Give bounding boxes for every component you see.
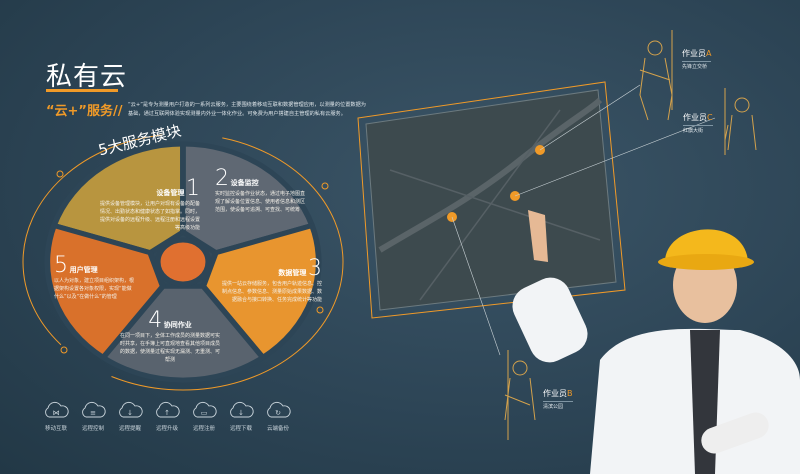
module-segment-3 [200,223,322,360]
page-title: 私有云 [46,62,128,92]
module-1: 设备管理 1 提供设备管理模块，让用户对现有设备的配备情况、出勤状态和健康状态了… [100,176,201,232]
feature-item: ↓ 远程提醒 [116,400,144,432]
module-5: 5 用户管理 以人为对象，建立项目组织架构，根据架构设置各对象权限，实现“能做什… [54,253,135,301]
wheel-center [154,237,212,287]
feature-item: ▭ 远程注册 [190,400,218,432]
module-segment-1 [51,141,186,256]
module-segment-2 [180,141,315,256]
orbit-dot [60,346,68,354]
feature-label: 远程下载 [229,426,252,432]
cloud-monitor-icon: ▭ [193,402,217,418]
module-segment-4 [100,283,266,383]
feature-label: 移动互联 [44,426,67,432]
svg-text:↓: ↓ [127,409,133,417]
feature-item: ↓ 远程下载 [227,400,255,432]
feature-label: 远程提醒 [118,426,141,432]
surveyor-illustrations [504,30,757,440]
orbit-dot [56,170,64,178]
feature-item: ↻ 云端备份 [264,400,292,432]
cloud-network-icon: ⋈ [45,402,69,418]
svg-text:≡: ≡ [90,409,96,417]
feature-label: 云端备份 [266,426,289,432]
orbit-dot [321,182,329,190]
cloud-alert-icon: ↓ [119,402,143,418]
subtitle: “云+”服务// [46,104,123,119]
worker-a-label: 作业员A 先锋立交桥 [682,49,712,70]
cloud-sync-icon: ↻ [267,402,291,418]
intro-text: “云+”是专为测量用户打造的一系列云服务，主要围绕着移动互联和数据管理应用，以测… [128,102,366,117]
module-3: 数据管理 3 提供一站云存储服务，包含用户轨迹信息、控制点信息、参数信息、测量原… [222,256,323,304]
feature-item: ≡ 远程控制 [79,400,107,432]
feature-label: 远程控制 [81,426,104,432]
feature-label: 远程升级 [155,426,178,432]
feature-item: ↑ 远程升级 [153,400,181,432]
module-4: 4 协同作业 在同一项目下，全体工作成员的测量数据可实时共享，在手簿上可直观地查… [120,308,221,364]
feature-item: ⋈ 移动互联 [42,400,70,432]
engineer-illustration [512,210,800,474]
cloud-sliders-icon: ≡ [82,402,106,418]
feature-label: 远程注册 [192,426,215,432]
cloud-upload-icon: ↑ [156,402,180,418]
svg-text:↑: ↑ [164,409,170,417]
title-underline [46,89,118,92]
worker-c-label: 作业员C 红旗大街 [683,113,713,134]
orbit-dot [316,306,324,314]
module-segment-5 [44,223,166,360]
module-2: 2 设备监控 实时监控设备作业状态，通过电子地图直观了解设备位置信息、使用者信息… [215,166,306,214]
map-panel [357,81,716,356]
svg-text:⋈: ⋈ [53,409,60,417]
cloud-download-icon: ↓ [230,402,254,418]
orbit-ring [22,133,344,391]
worker-b-label: 作业员B 清滨公园 [543,389,573,410]
feature-icons: ⋈ 移动互联 ≡ 远程控制 ↓ 远程提醒 ↑ 远程升级 ▭ 远程注册 ↓ 远程下载 ↻ 云端备份 [42,400,292,432]
svg-text:↻: ↻ [275,409,281,417]
svg-text:↓: ↓ [238,409,244,417]
svg-text:▭: ▭ [201,409,208,417]
